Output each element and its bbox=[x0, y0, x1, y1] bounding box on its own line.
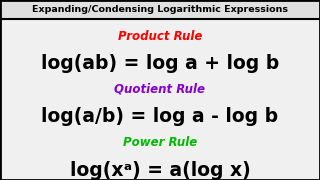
Bar bbox=[0, 0, 320, 19]
Text: log(a/b) = log a - log b: log(a/b) = log a - log b bbox=[41, 107, 279, 127]
Text: Expanding/Condensing Logarithmic Expressions: Expanding/Condensing Logarithmic Express… bbox=[32, 5, 288, 14]
Text: Product Rule: Product Rule bbox=[118, 30, 202, 42]
Text: Quotient Rule: Quotient Rule bbox=[115, 83, 205, 96]
Text: log(xᵃ) = a(log x): log(xᵃ) = a(log x) bbox=[70, 161, 250, 180]
Text: log(ab) = log a + log b: log(ab) = log a + log b bbox=[41, 54, 279, 73]
Text: Power Rule: Power Rule bbox=[123, 136, 197, 149]
